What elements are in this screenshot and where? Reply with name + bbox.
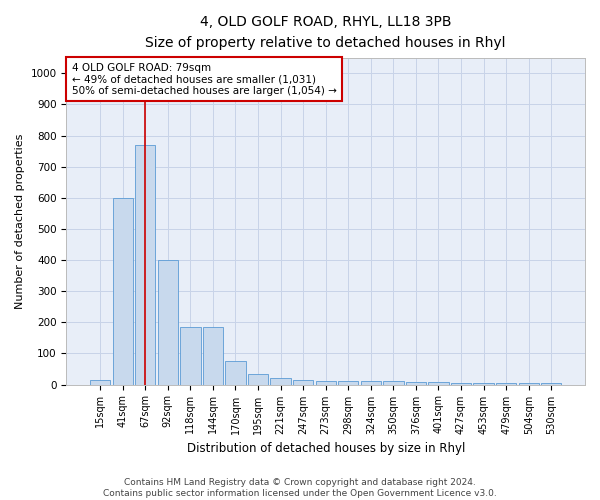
Bar	[135, 145, 155, 384]
Title: 4, OLD GOLF ROAD, RHYL, LL18 3PB
Size of property relative to detached houses in: 4, OLD GOLF ROAD, RHYL, LL18 3PB Size of…	[145, 15, 506, 50]
Bar	[496, 383, 517, 384]
Bar	[180, 327, 200, 384]
Bar	[226, 361, 245, 384]
Bar	[451, 383, 471, 384]
Text: 4 OLD GOLF ROAD: 79sqm
← 49% of detached houses are smaller (1,031)
50% of semi-: 4 OLD GOLF ROAD: 79sqm ← 49% of detached…	[71, 62, 337, 96]
Bar	[541, 383, 562, 384]
Bar	[428, 382, 449, 384]
Bar	[203, 327, 223, 384]
Bar	[316, 381, 336, 384]
Bar	[271, 378, 291, 384]
Bar	[473, 383, 494, 384]
Bar	[361, 382, 381, 384]
Bar	[518, 383, 539, 384]
Bar	[338, 381, 358, 384]
Bar	[383, 382, 404, 384]
Bar	[406, 382, 426, 384]
Y-axis label: Number of detached properties: Number of detached properties	[15, 134, 25, 309]
X-axis label: Distribution of detached houses by size in Rhyl: Distribution of detached houses by size …	[187, 442, 465, 455]
Bar	[90, 380, 110, 384]
Bar	[158, 260, 178, 384]
Text: Contains HM Land Registry data © Crown copyright and database right 2024.
Contai: Contains HM Land Registry data © Crown c…	[103, 478, 497, 498]
Bar	[293, 380, 313, 384]
Bar	[113, 198, 133, 384]
Bar	[248, 374, 268, 384]
